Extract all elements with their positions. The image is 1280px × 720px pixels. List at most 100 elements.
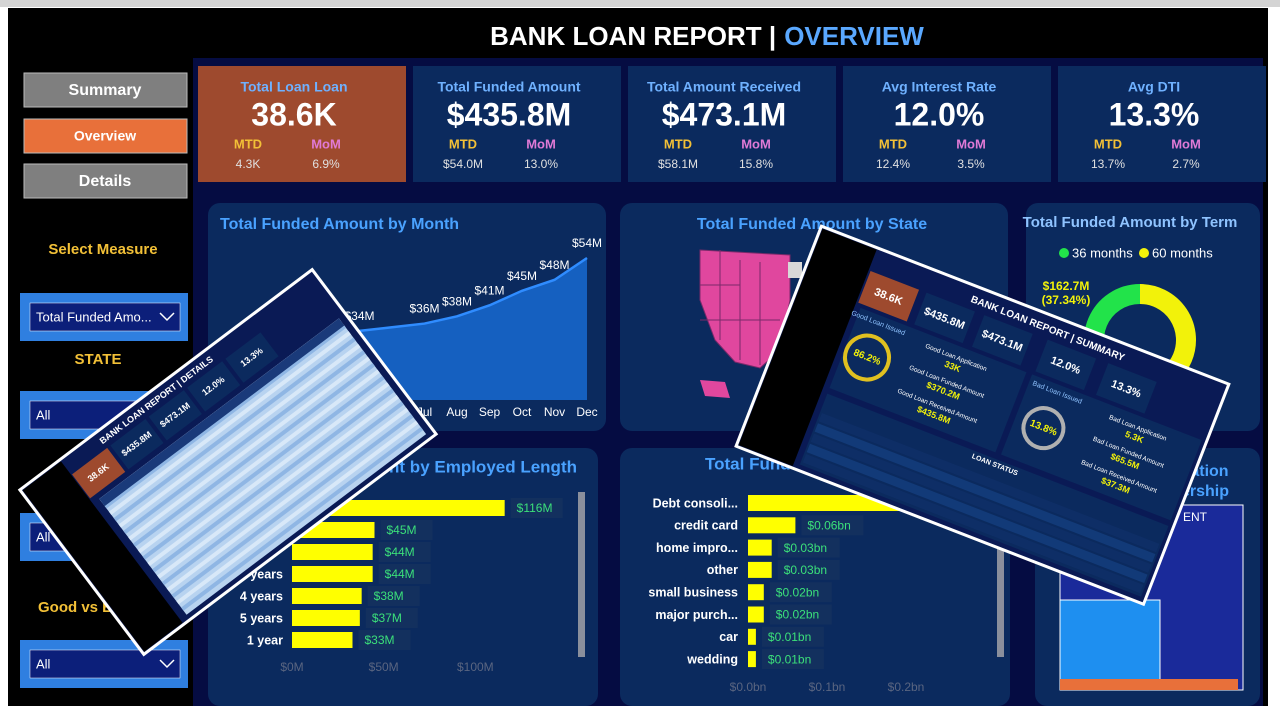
kpi-title: Total Funded Amount — [437, 79, 580, 95]
chevron — [159, 312, 175, 322]
category-label: 1 year — [247, 633, 283, 647]
thumb-table-row — [108, 331, 351, 515]
thumb-table-row — [152, 388, 395, 573]
thumb-table-row — [142, 375, 385, 560]
category-label: small business — [648, 585, 738, 599]
label-box — [510, 498, 563, 518]
details-thumbnail: BANK LOAN REPORT | DETAILS38.6K$435.8M$4… — [17, 267, 439, 657]
filter-label: STATE — [75, 351, 122, 368]
treemap-cell — [1059, 599, 1161, 691]
filter-label: Good vs B — [38, 599, 113, 616]
label-box — [777, 559, 840, 580]
bar — [292, 588, 362, 604]
data-label: $38M — [442, 294, 472, 308]
data-label: $48M — [539, 258, 569, 272]
header-title: BANK LOAN REPORT | OVERVIEW — [490, 21, 924, 51]
kpi-mom: 13.0% — [524, 157, 558, 171]
data-label: $0.01bn — [768, 652, 811, 666]
top-bar — [0, 0, 1280, 7]
kpi-card — [628, 66, 836, 182]
kpi-value: $435.8M — [447, 96, 572, 132]
x-tick-label: $0.2bn — [888, 680, 925, 694]
thumb-ring — [1021, 406, 1066, 451]
thumb-table-row — [166, 407, 409, 592]
chart-title: Total Funded Amount by Term — [1023, 214, 1238, 231]
nav-button[interactable] — [23, 72, 188, 108]
kpi-mom: 3.5% — [957, 157, 985, 171]
bar — [748, 606, 764, 623]
scrollbar[interactable] — [997, 492, 1004, 657]
kpi-card — [1058, 66, 1266, 182]
thumb-table-row — [171, 414, 414, 598]
bar — [292, 610, 360, 626]
bar — [292, 544, 373, 560]
kpi-card — [413, 66, 621, 182]
thumb-kpi — [1035, 339, 1097, 391]
data-label: $45M — [387, 523, 417, 537]
kpi-mom-label: MoM — [956, 136, 986, 151]
category-label: wedding — [686, 652, 738, 666]
nav-button[interactable] — [23, 163, 188, 199]
kpi-mtd: 12.4% — [876, 157, 910, 171]
scrollbar[interactable] — [578, 492, 585, 657]
thumb-kpi — [110, 418, 164, 470]
category-label: home impro... — [656, 541, 738, 555]
x-tick-label: $0M — [280, 660, 303, 674]
nav-button[interactable] — [23, 118, 188, 154]
thumb-kpi — [187, 361, 241, 412]
kpi-title: Avg DTI — [1128, 79, 1180, 95]
x-tick-label: Dec — [576, 405, 597, 419]
label-box — [380, 520, 433, 540]
kpi-value: 12.0% — [894, 96, 985, 132]
nav-label: Summary — [69, 82, 142, 99]
x-tick-label: Oct — [513, 405, 532, 419]
x-tick-label: $0.0bn — [730, 680, 767, 694]
nav-label: Details — [79, 173, 132, 190]
thumb-kpi — [914, 292, 975, 344]
kpi-title: Avg Interest Rate — [882, 79, 997, 95]
label-box — [769, 604, 832, 625]
thumb-table-row — [181, 426, 424, 611]
bar — [748, 584, 764, 601]
data-label: $0.03bn — [784, 541, 827, 555]
kpi-card — [843, 66, 1051, 182]
kpi-mtd-label: MTD — [1094, 136, 1122, 151]
x-tick-label: $100M — [457, 660, 494, 674]
thumb-panel — [829, 307, 1027, 453]
data-label: $162.7M — [1043, 279, 1090, 293]
thumb-kpi — [225, 332, 279, 383]
filter-label: Select Measure — [48, 241, 157, 258]
legend-label: 60 months — [1152, 245, 1213, 260]
thumb-table-row — [147, 382, 390, 566]
kpi-mtd-label: MTD — [234, 136, 262, 151]
thumb-sidebar — [738, 228, 877, 467]
x-tick-label: Nov — [544, 405, 565, 419]
category-label: car — [719, 630, 738, 644]
thumb-ring — [843, 333, 892, 382]
summary-thumbnail: BANK LOAN REPORT | SUMMARY38.6K$435.8M$4… — [734, 224, 1231, 607]
bar — [292, 566, 373, 582]
kpi-mom-label: MoM — [311, 136, 341, 151]
kpi-mtd: 13.7% — [1091, 157, 1125, 171]
legend-label: 36 months — [1072, 245, 1133, 260]
kpi-value: 38.6K — [251, 96, 336, 132]
kpi-value: 13.3% — [1109, 96, 1200, 132]
data-label: $0.03bn — [784, 563, 827, 577]
data-label: $0.01bn — [768, 630, 811, 644]
thumb-table-row — [132, 363, 375, 547]
bar — [748, 651, 756, 668]
dropdown-value: All — [36, 407, 51, 422]
chart-title: Total Funded Amount by Month — [220, 216, 459, 233]
treemap-cell — [1060, 679, 1238, 690]
thumb-table-row — [123, 350, 366, 535]
treemap-label: ENT — [1183, 510, 1208, 524]
thumb-kpi — [72, 447, 126, 499]
thumb-table-row — [802, 453, 1144, 594]
category-label: credit card — [674, 519, 738, 533]
thumb-kpi — [1095, 363, 1157, 414]
label-box — [358, 630, 411, 650]
nav-label: Overview — [74, 128, 136, 144]
data-label: $54M — [572, 236, 602, 250]
kpi-mom: 6.9% — [312, 157, 340, 171]
